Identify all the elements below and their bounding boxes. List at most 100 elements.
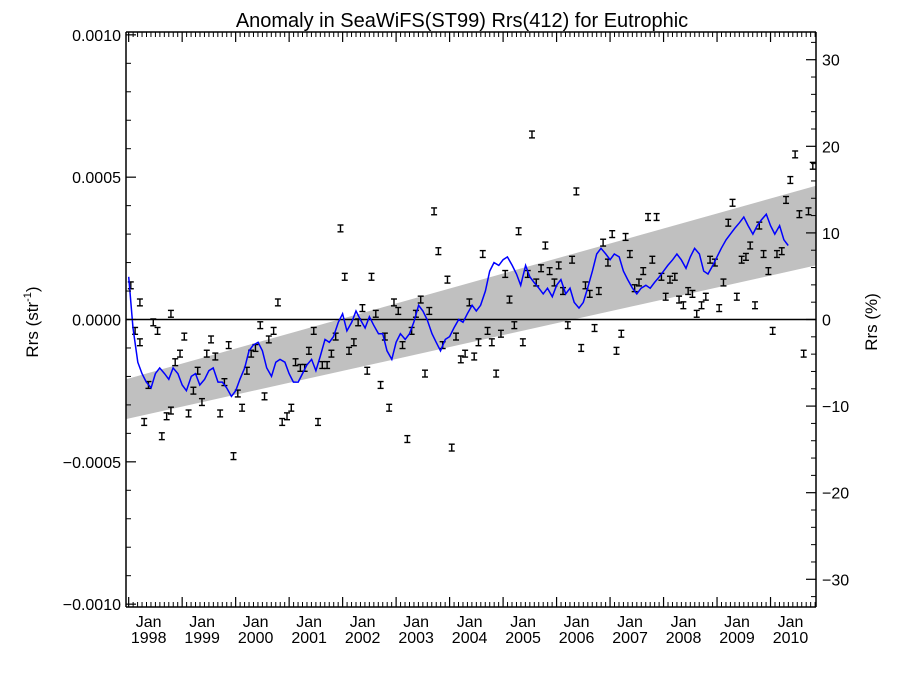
data-point bbox=[564, 321, 571, 330]
data-point bbox=[484, 326, 491, 336]
x-tick-label-month: Jan bbox=[510, 614, 536, 631]
data-point bbox=[595, 286, 602, 296]
data-point bbox=[573, 187, 580, 196]
data-point bbox=[528, 130, 535, 139]
data-point bbox=[787, 175, 794, 185]
x-tick-label-year: 2000 bbox=[238, 630, 274, 647]
x-tick-label-month: Jan bbox=[671, 614, 697, 631]
data-point bbox=[136, 298, 143, 307]
right-tick-label: 0 bbox=[822, 313, 831, 330]
data-point bbox=[640, 266, 647, 276]
x-tick-label-year: 2006 bbox=[559, 630, 595, 647]
data-point bbox=[760, 249, 767, 259]
data-point bbox=[707, 255, 714, 264]
data-point bbox=[310, 326, 317, 336]
data-point bbox=[671, 272, 678, 281]
right-tick-label: −20 bbox=[822, 486, 849, 503]
data-point bbox=[324, 360, 331, 370]
chart-title: Anomaly in SeaWiFS(ST99) Rrs(412) for Eu… bbox=[236, 10, 688, 32]
data-point bbox=[177, 349, 184, 358]
left-tick-label: 0.0010 bbox=[72, 28, 121, 45]
svg-text:Rrs (str-1): Rrs (str-1) bbox=[22, 286, 42, 357]
data-point bbox=[212, 352, 219, 361]
data-point bbox=[341, 272, 348, 281]
data-point bbox=[217, 409, 224, 418]
x-tick-label-month: Jan bbox=[136, 614, 162, 631]
right-axis-label: Rrs (%) bbox=[862, 293, 881, 351]
data-point bbox=[742, 252, 749, 261]
data-point bbox=[653, 212, 660, 222]
x-tick-label-year: 2007 bbox=[612, 630, 648, 647]
data-point bbox=[796, 210, 803, 219]
data-point bbox=[203, 349, 210, 358]
x-tick-label-year: 2010 bbox=[773, 630, 809, 647]
x-tick-label-month: Jan bbox=[617, 614, 643, 631]
left-tick-label: −0.0010 bbox=[63, 597, 121, 614]
data-point bbox=[569, 255, 576, 264]
data-point bbox=[136, 338, 143, 347]
data-point bbox=[190, 386, 197, 395]
data-point bbox=[279, 417, 286, 427]
data-point bbox=[622, 232, 629, 242]
data-point bbox=[733, 292, 740, 301]
data-point bbox=[479, 249, 486, 259]
x-tick-label-month: Jan bbox=[243, 614, 269, 631]
data-point bbox=[635, 278, 642, 287]
data-point bbox=[305, 346, 312, 355]
data-point bbox=[502, 269, 509, 279]
data-point bbox=[538, 264, 545, 273]
data-point bbox=[426, 306, 433, 316]
data-point bbox=[506, 295, 513, 304]
data-point bbox=[167, 406, 174, 415]
data-point bbox=[395, 306, 402, 316]
data-point bbox=[431, 207, 438, 216]
data-point bbox=[181, 332, 188, 341]
x-tick-label-year: 2001 bbox=[291, 630, 327, 647]
data-point bbox=[662, 292, 669, 301]
x-tick-label-year: 2002 bbox=[345, 630, 381, 647]
data-point bbox=[448, 443, 455, 452]
data-point bbox=[800, 349, 807, 358]
data-point bbox=[462, 349, 469, 358]
data-point bbox=[399, 341, 406, 350]
data-point bbox=[239, 403, 246, 412]
data-point bbox=[404, 434, 411, 444]
left-tick-label: 0.0005 bbox=[72, 170, 121, 187]
running-mean-line bbox=[127, 212, 789, 398]
data-point bbox=[315, 417, 322, 427]
x-tick-label-month: Jan bbox=[189, 614, 215, 631]
x-tick-label-year: 1999 bbox=[184, 630, 220, 647]
data-point bbox=[649, 255, 656, 264]
data-point bbox=[676, 295, 683, 304]
data-point bbox=[270, 326, 277, 336]
data-point bbox=[693, 309, 700, 318]
data-point bbox=[666, 275, 673, 284]
x-tick-label-year: 2009 bbox=[719, 630, 755, 647]
x-tick-label-month: Jan bbox=[296, 614, 322, 631]
data-point bbox=[702, 292, 709, 301]
trend-band bbox=[126, 185, 816, 420]
data-point bbox=[471, 352, 478, 361]
data-point bbox=[765, 266, 772, 276]
data-point bbox=[141, 417, 148, 427]
data-point bbox=[346, 346, 353, 355]
data-point bbox=[698, 301, 705, 310]
data-point bbox=[377, 380, 384, 390]
data-point bbox=[773, 249, 780, 259]
data-point bbox=[738, 255, 745, 264]
data-point bbox=[332, 332, 339, 341]
data-point bbox=[158, 432, 165, 441]
data-point bbox=[284, 412, 290, 421]
data-point bbox=[493, 369, 500, 378]
data-point bbox=[390, 298, 397, 307]
x-tick-label-year: 2004 bbox=[452, 630, 488, 647]
data-point bbox=[422, 369, 428, 378]
data-point bbox=[497, 329, 504, 338]
data-point bbox=[578, 343, 585, 353]
left-axis-label: Rrs (str-1) bbox=[22, 286, 42, 357]
data-point bbox=[172, 358, 179, 367]
data-point bbox=[720, 278, 727, 287]
data-point bbox=[337, 224, 344, 233]
data-point bbox=[685, 286, 692, 296]
